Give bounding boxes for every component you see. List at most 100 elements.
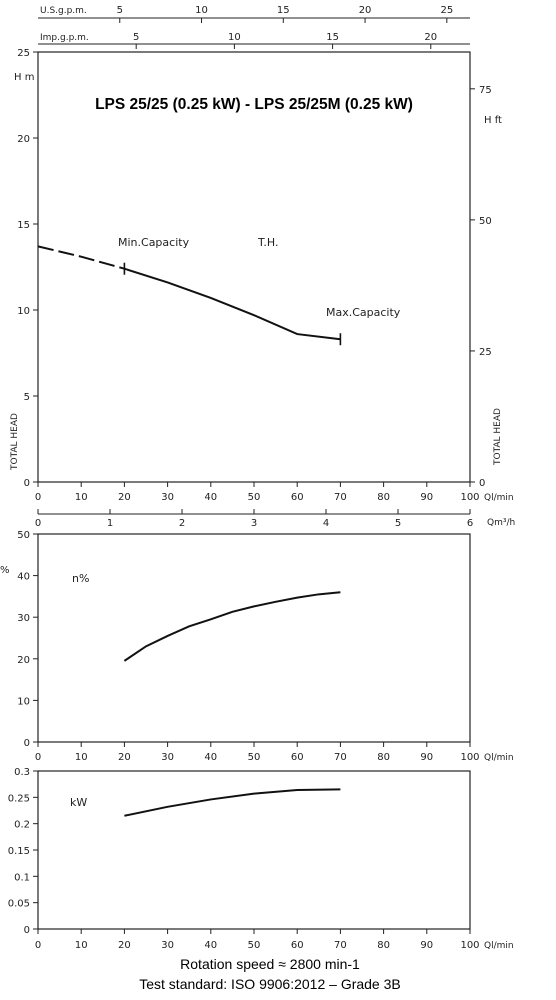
x-tick-label: 70 bbox=[334, 940, 347, 951]
y2-tick-label: 75 bbox=[479, 85, 492, 96]
x-tick-label: 20 bbox=[118, 752, 131, 763]
head-unit-left: H m bbox=[14, 72, 34, 83]
x-tick-label: 40 bbox=[204, 492, 217, 503]
head-ylabel-left: TOTAL HEAD bbox=[10, 413, 20, 471]
x-tick-label: 10 bbox=[75, 752, 88, 763]
y-tick-label: 0 bbox=[24, 925, 30, 936]
footer-rotation-speed: Rotation speed ≈ 2800 min-1 bbox=[180, 956, 360, 972]
series-line bbox=[123, 591, 341, 662]
usgpm-tick-label: 5 bbox=[117, 5, 123, 16]
y2-tick-label: 50 bbox=[479, 216, 492, 227]
x-tick-label: 50 bbox=[248, 492, 261, 503]
x-tick-label: 50 bbox=[248, 752, 261, 763]
y-tick-label: 0.05 bbox=[8, 899, 30, 910]
m3h-tick-label: 3 bbox=[251, 518, 257, 529]
impgpm-tick-label: 15 bbox=[326, 32, 339, 43]
series-line bbox=[124, 267, 341, 341]
x-tick-label: 90 bbox=[420, 752, 433, 763]
y-tick-label: 5 bbox=[24, 392, 30, 403]
impgpm-tick-label: 10 bbox=[228, 32, 241, 43]
impgpm-tick-label: 5 bbox=[133, 32, 139, 43]
x-tick-label: 20 bbox=[118, 940, 131, 951]
power-series-label: kW bbox=[70, 796, 87, 809]
x-tick-label: 80 bbox=[377, 752, 390, 763]
x-tick-label: 10 bbox=[75, 492, 88, 503]
efficiency-ylabel: % bbox=[0, 565, 10, 576]
max-capacity-label: Max.Capacity bbox=[326, 306, 401, 319]
chart-title: LPS 25/25 (0.25 kW) - LPS 25/25M (0.25 k… bbox=[95, 96, 413, 113]
power-chart-frame bbox=[37, 770, 471, 930]
y-tick-label: 0.15 bbox=[8, 846, 30, 857]
m3h-axis-label: Qm³/h bbox=[487, 518, 515, 528]
y-tick-label: 0.3 bbox=[14, 767, 30, 778]
y-tick-label: 30 bbox=[17, 613, 30, 624]
efficiency-chart-frame bbox=[37, 533, 471, 743]
y-tick-label: 0.25 bbox=[8, 793, 30, 804]
y-tick-label: 0 bbox=[24, 738, 30, 749]
x-tick-label: 10 bbox=[75, 940, 88, 951]
x-tick-label: 90 bbox=[420, 940, 433, 951]
x-tick-label: 30 bbox=[161, 940, 174, 951]
series-line-dashed bbox=[37, 245, 125, 270]
x-tick-label: 60 bbox=[291, 940, 304, 951]
x-tick-label: 70 bbox=[334, 752, 347, 763]
efficiency-series-label: n% bbox=[72, 572, 89, 585]
min-capacity-label: Min.Capacity bbox=[118, 236, 190, 249]
x-tick-label: 80 bbox=[377, 492, 390, 503]
x-tick-label: 100 bbox=[460, 492, 479, 503]
y-tick-label: 0 bbox=[24, 478, 30, 489]
x-axis-label: Ql/min bbox=[484, 753, 514, 763]
x-tick-label: 60 bbox=[291, 492, 304, 503]
x-tick-label: 60 bbox=[291, 752, 304, 763]
x-tick-label: 90 bbox=[420, 492, 433, 503]
head-ylabel-right: TOTAL HEAD bbox=[493, 408, 503, 466]
y-tick-label: 40 bbox=[17, 572, 30, 583]
head-unit-right: H ft bbox=[484, 115, 502, 126]
y2-tick-label: 0 bbox=[479, 478, 485, 489]
x-tick-label: 0 bbox=[35, 752, 41, 763]
x-tick-label: 100 bbox=[460, 752, 479, 763]
th-series-label: T.H. bbox=[257, 236, 279, 249]
usgpm-tick-label: 20 bbox=[359, 5, 372, 16]
y-tick-label: 20 bbox=[17, 134, 30, 145]
usgpm-tick-label: 25 bbox=[440, 5, 453, 16]
series-layer bbox=[37, 245, 342, 817]
y2-tick-label: 25 bbox=[479, 347, 492, 358]
x-tick-label: 0 bbox=[35, 940, 41, 951]
usgpm-tick-label: 15 bbox=[277, 5, 290, 16]
usgpm-axis-label: U.S.g.p.m. bbox=[40, 6, 87, 16]
m3h-tick-label: 6 bbox=[467, 518, 473, 529]
m3h-tick-label: 5 bbox=[395, 518, 401, 529]
m3h-tick-label: 2 bbox=[179, 518, 185, 529]
impgpm-axis-label: Imp.g.p.m. bbox=[40, 33, 89, 43]
x-tick-label: 40 bbox=[204, 940, 217, 951]
y-tick-label: 0.1 bbox=[14, 872, 30, 883]
y-tick-label: 10 bbox=[17, 696, 30, 707]
head-chart-frame bbox=[37, 51, 471, 483]
y-tick-label: 15 bbox=[17, 220, 30, 231]
m3h-tick-label: 4 bbox=[323, 518, 329, 529]
x-tick-label: 30 bbox=[161, 492, 174, 503]
x-tick-label: 100 bbox=[460, 940, 479, 951]
x-tick-label: 30 bbox=[161, 752, 174, 763]
x-tick-label: 40 bbox=[204, 752, 217, 763]
m3h-tick-label: 0 bbox=[35, 518, 41, 529]
x-tick-label: 20 bbox=[118, 492, 131, 503]
y-tick-label: 25 bbox=[17, 48, 30, 59]
x-tick-label: 0 bbox=[35, 492, 41, 503]
y-tick-label: 20 bbox=[17, 655, 30, 666]
x-tick-label: 70 bbox=[334, 492, 347, 503]
y-tick-label: 50 bbox=[17, 530, 30, 541]
footer-test-standard: Test standard: ISO 9906:2012 – Grade 3B bbox=[139, 976, 401, 992]
x-axis-label: Ql/min bbox=[484, 493, 514, 503]
impgpm-tick-label: 20 bbox=[424, 32, 437, 43]
x-axis-label: Ql/min bbox=[484, 941, 514, 951]
usgpm-tick-label: 10 bbox=[195, 5, 208, 16]
series-line bbox=[124, 788, 341, 817]
y-tick-label: 0.2 bbox=[14, 820, 30, 831]
x-tick-label: 80 bbox=[377, 940, 390, 951]
x-tick-label: 50 bbox=[248, 940, 261, 951]
m3h-tick-label: 1 bbox=[107, 518, 113, 529]
